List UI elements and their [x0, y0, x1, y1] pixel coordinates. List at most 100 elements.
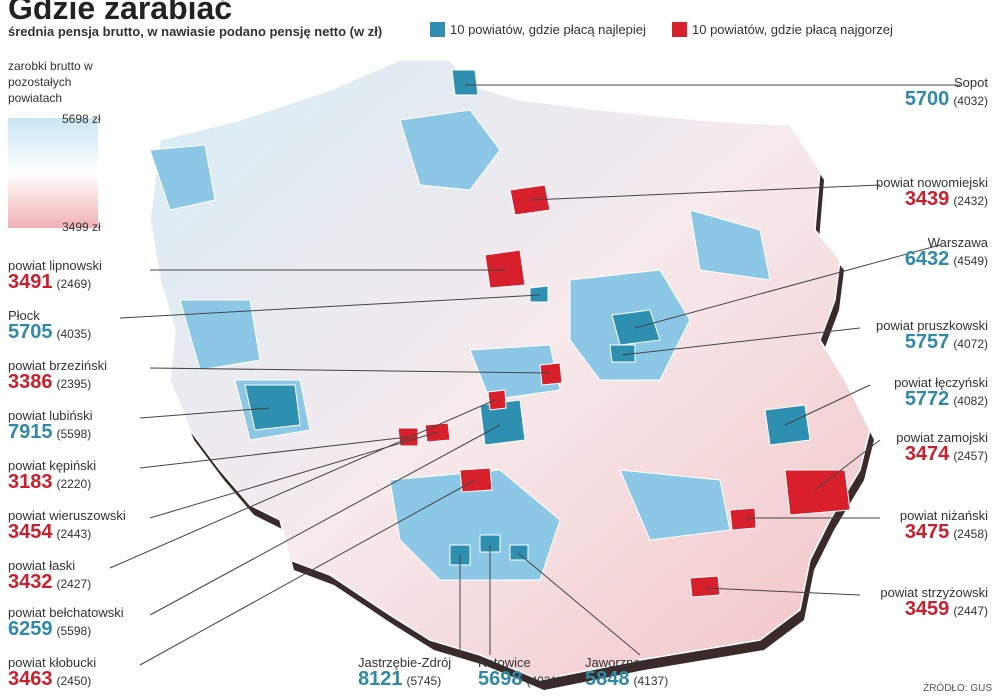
region-lubinski [244, 384, 301, 431]
region-southeast-blue [619, 469, 731, 541]
region-name: Jaworzno [585, 655, 641, 670]
region-laski [487, 389, 507, 411]
region-name: powiat strzyżowski [880, 585, 988, 600]
gross-salary: 6432 [904, 248, 950, 270]
color-scale-bar [8, 118, 98, 228]
labels_right-label-1: powiat nowomiejski 3439 (2432) [876, 175, 988, 209]
region-name: powiat brzeziński [8, 358, 107, 373]
net-salary: (4072) [953, 337, 988, 351]
net-salary: (4032) [953, 94, 988, 108]
net-salary: (4137) [633, 674, 669, 688]
gross-salary: 3475 [904, 521, 950, 543]
region-name: powiat niżański [899, 508, 988, 523]
region-name: powiat lipnowski [8, 258, 102, 273]
region-plock [529, 285, 549, 303]
region-pruszkowski [609, 344, 636, 363]
region-northeast-blue [689, 209, 771, 281]
region-north-blue [399, 109, 501, 191]
region-name: Katowice [478, 655, 531, 670]
labels_bottom-label-1: Katowice 5698 (4031) [478, 655, 561, 689]
labels_left-label-5: powiat wieruszowski 3454 (2443) [8, 508, 126, 542]
legend-best-label: 10 powiatów, gdzie płacą najlepiej [450, 22, 646, 37]
net-salary: (2458) [953, 527, 988, 541]
gross-salary: 3491 [8, 271, 53, 293]
page-title: Gdzie zarabiać [8, 0, 233, 26]
region-name: powiat bełchatowski [8, 605, 124, 620]
labels_left-label-1: Płock 5705 (4035) [8, 308, 91, 342]
region-west-mid-blue [179, 299, 261, 371]
gross-salary: 3474 [904, 443, 950, 465]
legend-worst-label: 10 powiatów, gdzie płacą najgorzej [692, 22, 893, 37]
labels_right-label-4: powiat łęczyński 5772 (4082) [894, 375, 988, 409]
net-salary: (4031) [526, 674, 562, 688]
region-name: Warszawa [927, 235, 988, 250]
net-salary: (2432) [953, 194, 988, 208]
legend-worst: 10 powiatów, gdzie płacą najgorzej [672, 22, 893, 37]
labels_left-label-3: powiat lubiński 7915 (5598) [8, 408, 93, 442]
gross-salary: 5700 [904, 88, 950, 110]
gross-salary: 5705 [8, 321, 53, 343]
labels_right-label-3: powiat pruszkowski 5757 (4072) [876, 318, 988, 352]
net-salary: (5598) [56, 427, 92, 441]
labels_left-label-2: powiat brzeziński 3386 (2395) [8, 358, 107, 392]
scale-max: 5698 zł [62, 112, 101, 126]
labels_left-label-4: powiat kępiński 3183 (2220) [8, 458, 96, 492]
region-west-blue [149, 144, 216, 211]
region-strzyzowski [689, 575, 721, 598]
gross-salary: 7915 [8, 421, 53, 443]
region-zamojski [784, 469, 851, 516]
region-name: powiat zamojski [896, 430, 988, 445]
region-sopot [451, 69, 479, 96]
labels_right-label-7: powiat strzyżowski 3459 (2447) [880, 585, 988, 619]
net-salary: (2443) [56, 527, 92, 541]
region-name: powiat nowomiejski [876, 175, 988, 190]
legend-best: 10 powiatów, gdzie płacą najlepiej [430, 22, 646, 37]
region-brzezinski [539, 362, 563, 386]
labels_right-label-5: powiat zamojski 3474 (2457) [896, 430, 988, 464]
net-salary: (4082) [953, 394, 988, 408]
gross-salary: 8121 [358, 668, 403, 690]
gross-salary: 6259 [8, 618, 53, 640]
net-salary: (2220) [56, 477, 92, 491]
gross-salary: 3459 [904, 598, 950, 620]
gross-salary: 3454 [8, 521, 53, 543]
region-name: powiat lubiński [8, 408, 93, 423]
labels_left-label-8: powiat kłobucki 3463 (2450) [8, 655, 96, 689]
page-subtitle: średnia pensja brutto, w nawiasie podano… [8, 24, 383, 39]
net-salary: (5598) [56, 624, 92, 638]
region-name: powiat kłobucki [8, 655, 97, 670]
net-salary: (2447) [953, 604, 988, 618]
source-note: ŹRÓDŁO: GUS [923, 683, 992, 694]
gross-salary: 3183 [8, 471, 53, 493]
region-name: Jastrzębie-Zdrój [358, 655, 452, 670]
labels_left-label-7: powiat bełchatowski 6259 (5598) [8, 605, 124, 639]
gross-salary: 5848 [585, 668, 630, 690]
labels_right-label-6: powiat niżański 3475 (2458) [900, 508, 988, 542]
region-katowice [479, 534, 501, 553]
region-name: powiat wieruszowski [8, 508, 126, 523]
gross-salary: 5757 [904, 331, 950, 353]
leader-lines [109, 84, 960, 666]
net-salary: (2427) [56, 577, 92, 591]
labels_bottom-label-0: Jastrzębie-Zdrój 8121 (5745) [358, 655, 451, 689]
region-name: powiat pruszkowski [876, 318, 988, 333]
legend-worst-swatch [672, 22, 687, 37]
gross-salary: 3432 [8, 571, 53, 593]
region-jaworzno [509, 544, 529, 561]
region-klobucki [459, 467, 493, 493]
region-name: Płock [8, 308, 40, 323]
region-name: powiat łęczyński [894, 375, 988, 390]
net-salary: (2469) [56, 277, 92, 291]
labels_left-label-0: powiat lipnowski 3491 (2469) [8, 258, 102, 292]
gross-salary: 5698 [478, 668, 523, 690]
region-leczynski [764, 404, 811, 446]
net-salary: (2450) [56, 674, 92, 688]
net-salary: (4549) [953, 254, 988, 268]
net-salary: (2395) [56, 377, 92, 391]
labels_bottom-label-2: Jaworzno 5848 (4137) [585, 655, 668, 689]
region-name: powiat kępiński [8, 458, 97, 473]
labels_right-label-0: Sopot 5700 (4032) [905, 75, 988, 109]
labels_right-label-2: Warszawa 6432 (4549) [905, 235, 988, 269]
labels_left-label-6: powiat łaski 3432 (2427) [8, 558, 91, 592]
